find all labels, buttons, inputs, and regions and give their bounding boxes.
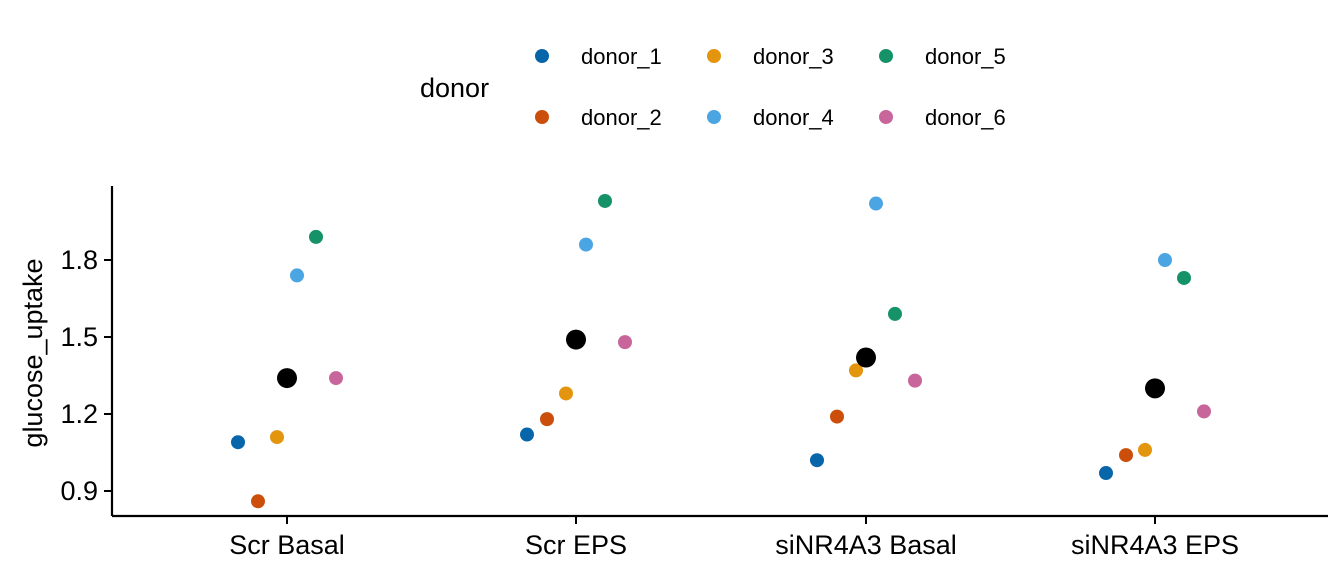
y-tick-label: 1.8 (60, 245, 98, 275)
legend-item-donor_1: donor_1 (535, 44, 662, 69)
x-tick-label: siNR4A3 EPS (1071, 530, 1239, 560)
data-point-donor_4 (869, 196, 883, 211)
mean-point (566, 329, 586, 350)
legend-label: donor_5 (925, 44, 1006, 69)
mean-point (277, 368, 297, 389)
data-point-donor_6 (329, 371, 343, 386)
mean-point (1145, 378, 1165, 399)
legend-label: donor_4 (753, 105, 834, 130)
axes: 0.9 1.2 1.5 1.8 Scr Basal Scr EPS siNR4A3 Basa… (60, 186, 1328, 560)
legend-label: donor_6 (925, 105, 1006, 130)
legend-key (535, 110, 549, 124)
data-point-donor_4 (579, 237, 593, 252)
legend-key (879, 49, 893, 63)
data-points (231, 193, 1211, 509)
data-point-donor_3 (1138, 442, 1152, 457)
data-point-donor_2 (540, 412, 554, 427)
data-point-donor_4 (290, 268, 304, 283)
data-point-donor_3 (849, 363, 863, 378)
data-point-donor_1 (1099, 466, 1113, 481)
x-tick-label: siNR4A3 Basal (775, 530, 957, 560)
data-point-donor_2 (1119, 448, 1133, 463)
legend-label: donor_3 (753, 44, 834, 69)
data-point-donor_1 (520, 427, 534, 442)
legend-item-donor_4: donor_4 (707, 105, 834, 130)
data-point-donor_5 (1177, 270, 1191, 285)
data-point-donor_5 (598, 193, 612, 208)
legend-key (879, 110, 893, 124)
legend-item-donor_5: donor_5 (879, 44, 1006, 69)
data-point-donor_6 (618, 335, 632, 350)
data-point-donor_3 (559, 386, 573, 401)
x-tick-label: Scr Basal (229, 530, 345, 560)
mean-point (856, 347, 876, 368)
data-point-donor_6 (1197, 404, 1211, 419)
legend-key (707, 49, 721, 63)
legend-label: donor_2 (581, 105, 662, 130)
legend-item-donor_2: donor_2 (535, 105, 662, 130)
data-point-donor_4 (1158, 253, 1172, 267)
data-point-donor_3 (270, 430, 284, 445)
x-tick-label: Scr EPS (525, 530, 627, 560)
legend-key (535, 49, 549, 63)
legend: donor donor_1 donor_2 donor_3 donor_4 donor_… (420, 44, 1006, 130)
data-point-donor_1 (810, 453, 824, 468)
y-axis-label: glucose_uptake (18, 258, 48, 447)
legend-item-donor_3: donor_3 (707, 44, 834, 69)
legend-item-donor_6: donor_6 (879, 105, 1006, 130)
y-tick-label: 1.5 (60, 322, 98, 352)
data-point-donor_6 (908, 373, 922, 388)
legend-key (707, 110, 721, 124)
y-tick-label: 1.2 (60, 399, 98, 429)
y-tick-label: 0.9 (60, 476, 98, 506)
data-point-donor_5 (888, 306, 902, 321)
data-point-donor_2 (251, 494, 265, 509)
legend-title: donor (420, 73, 489, 103)
data-point-donor_5 (309, 229, 323, 244)
data-point-donor_1 (231, 435, 245, 450)
legend-label: donor_1 (581, 44, 662, 69)
data-point-donor_2 (830, 409, 844, 424)
